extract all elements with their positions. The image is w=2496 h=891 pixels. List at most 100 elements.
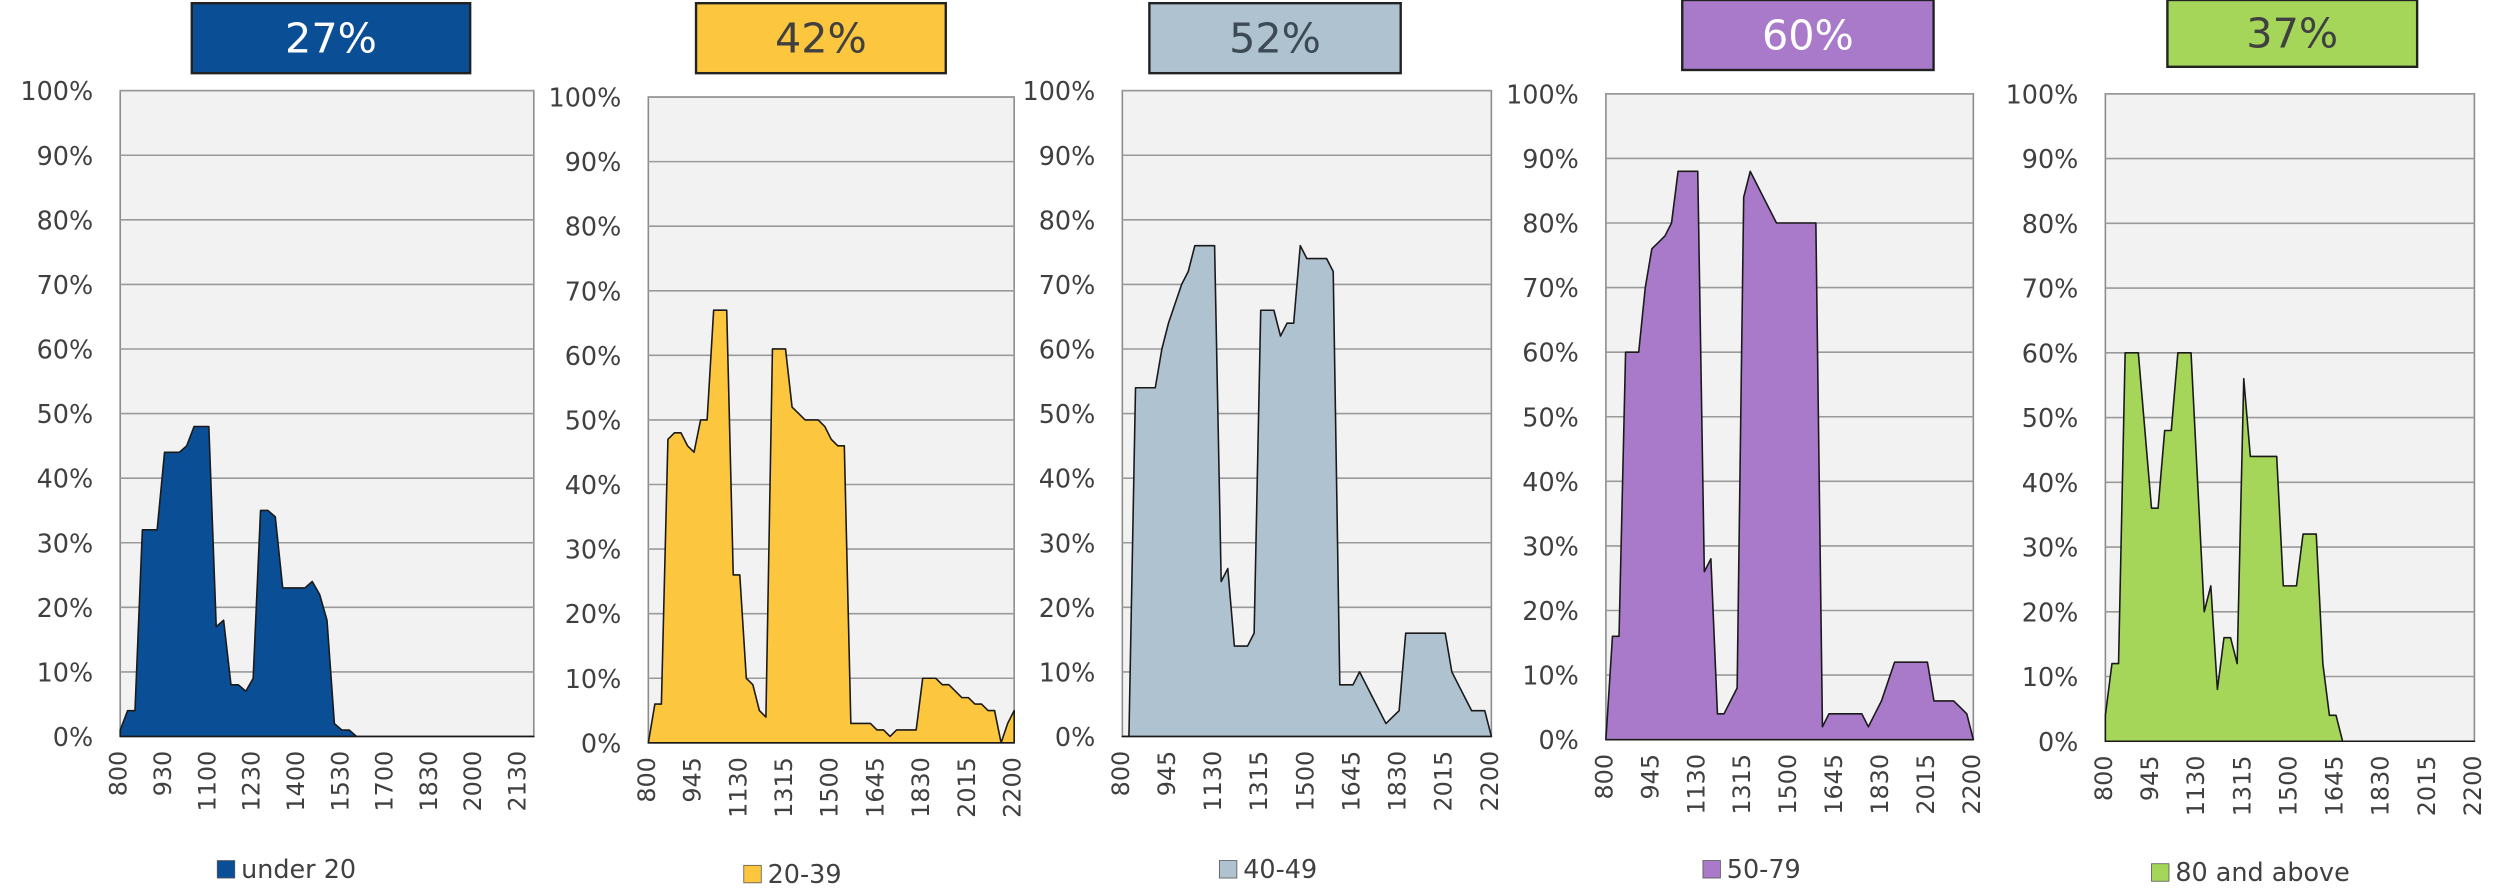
y-tick-label: 50% — [565, 406, 622, 436]
y-tick-label: 80% — [2022, 210, 2079, 240]
chart-panel: 0% 10% 20% 30% 40% 50% 60% 70% 80% 90% 100% 20-39 80… — [549, 1, 1027, 890]
x-tick-label: 2200 — [999, 757, 1027, 818]
legend-swatch — [1702, 860, 1721, 879]
y-tick-label: 80% — [565, 213, 622, 243]
x-tick-label: 1645 — [1337, 751, 1365, 812]
x-tick-label: 945 — [2136, 756, 2164, 802]
x-tick-label: 1230 — [238, 751, 266, 812]
summary-label: 42% — [775, 14, 867, 62]
legend-label: 20-39 — [768, 860, 842, 886]
y-tick-label: 40% — [1522, 468, 1579, 498]
y-tick-label: 100% — [1506, 80, 1579, 110]
area — [1121, 244, 1493, 738]
y-tick-label: 30% — [37, 529, 94, 559]
y-tick-label: 20% — [37, 594, 94, 624]
summary-label: 52% — [1229, 14, 1321, 62]
legend-label: 50-79 — [1727, 855, 1801, 885]
x-tick-label: 1500 — [816, 757, 844, 818]
summary-label: 27% — [285, 14, 377, 62]
x-tick-label: 945 — [679, 757, 707, 803]
x-tick-label: 1700 — [371, 751, 399, 812]
y-tick-label: 40% — [2022, 469, 2079, 499]
x-tick-label: 1645 — [861, 757, 889, 818]
y-tick-label: 80% — [1522, 210, 1579, 240]
y-tick-label: 70% — [1039, 271, 1096, 301]
legend-label: under 20 — [241, 855, 356, 885]
y-tick-label: 0% — [1055, 723, 1095, 753]
y-tick-label: 10% — [1522, 662, 1579, 692]
y-tick-label: 60% — [1039, 336, 1096, 366]
x-tick-label: 800 — [1590, 754, 1618, 800]
x-tick-label: 1830 — [415, 751, 443, 812]
x-tick-label: 1100 — [193, 751, 221, 812]
x-tick-label: 2015 — [1430, 751, 1458, 812]
x-tick-label: 1645 — [2321, 756, 2349, 817]
y-tick-label: 80% — [37, 206, 94, 236]
y-tick-label: 80% — [1039, 206, 1096, 236]
legend-label: 40-49 — [1243, 855, 1317, 885]
y-tick-label: 10% — [2022, 663, 2079, 693]
x-tick-label: 1830 — [907, 757, 935, 818]
legend-swatch — [1218, 860, 1238, 879]
x-tick-label: 2000 — [459, 751, 487, 812]
y-tick-label: 100% — [1023, 77, 1096, 107]
x-tick-label: 1315 — [770, 757, 798, 818]
y-tick-label: 50% — [1039, 400, 1096, 430]
x-tick-label: 2130 — [504, 751, 532, 812]
x-tick-label: 1315 — [1245, 751, 1273, 812]
y-tick-label: 0% — [53, 723, 93, 753]
x-tick-label: 1315 — [2228, 756, 2256, 817]
legend-label: 80 and above — [2175, 858, 2349, 886]
y-tick-label: 90% — [1522, 145, 1579, 175]
x-tick-label: 1130 — [1199, 751, 1227, 812]
y-tick-label: 100% — [20, 77, 93, 107]
x-tick-label: 1500 — [2274, 756, 2302, 817]
summary-box — [2166, 0, 2419, 69]
x-tick-label: 2200 — [2459, 756, 2487, 817]
y-tick-label: 70% — [2022, 275, 2079, 305]
x-tick-label: 2015 — [1912, 754, 1940, 815]
y-tick-label: 30% — [1522, 532, 1579, 562]
legend-swatch — [2151, 863, 2170, 882]
x-tick-label: 1130 — [724, 757, 752, 818]
x-tick-label: 2015 — [953, 757, 981, 818]
y-tick-label: 60% — [2022, 339, 2079, 369]
area — [119, 425, 535, 738]
y-tick-label: 50% — [2022, 404, 2079, 434]
y-tick-label: 30% — [1039, 529, 1096, 559]
x-tick-label: 945 — [1153, 751, 1181, 797]
legend-swatch — [216, 860, 236, 879]
chart-panel: 0% 10% 20% 30% 40% 50% 60% 70% 80% 90% 100% under 2… — [20, 1, 535, 885]
y-tick-label: 40% — [37, 465, 94, 495]
summary-box — [1148, 1, 1402, 75]
y-tick-label: 60% — [1522, 339, 1579, 369]
x-tick-label: 1530 — [326, 751, 354, 812]
x-tick-label: 2015 — [2413, 756, 2441, 817]
x-tick-label: 1130 — [2182, 756, 2210, 817]
x-tick-label: 800 — [633, 757, 661, 803]
y-tick-label: 50% — [37, 400, 94, 430]
x-tick-label: 1130 — [1682, 754, 1710, 815]
summary-label: 60% — [1762, 11, 1854, 59]
y-tick-label: 0% — [581, 729, 621, 759]
area — [1605, 170, 1975, 741]
y-tick-label: 20% — [1522, 597, 1579, 627]
y-tick-label: 10% — [565, 665, 622, 695]
y-tick-label: 20% — [2022, 598, 2079, 628]
y-tick-label: 50% — [1522, 403, 1579, 433]
y-tick-label: 60% — [565, 342, 622, 372]
x-tick-label: 1830 — [1866, 754, 1894, 815]
legend-swatch — [743, 864, 762, 884]
y-tick-label: 0% — [1538, 726, 1578, 756]
area — [647, 309, 1015, 744]
y-tick-label: 100% — [2006, 80, 2079, 110]
chart-panel: 0% 10% 20% 30% 40% 50% 60% 70% 80% 90% 100% 50-79 80… — [1506, 0, 1986, 885]
y-tick-label: 70% — [37, 271, 94, 301]
y-tick-label: 20% — [1039, 594, 1096, 624]
y-tick-label: 90% — [37, 142, 94, 172]
y-tick-label: 20% — [565, 600, 622, 630]
x-tick-label: 1645 — [1820, 754, 1848, 815]
x-tick-label: 1830 — [1384, 751, 1412, 812]
